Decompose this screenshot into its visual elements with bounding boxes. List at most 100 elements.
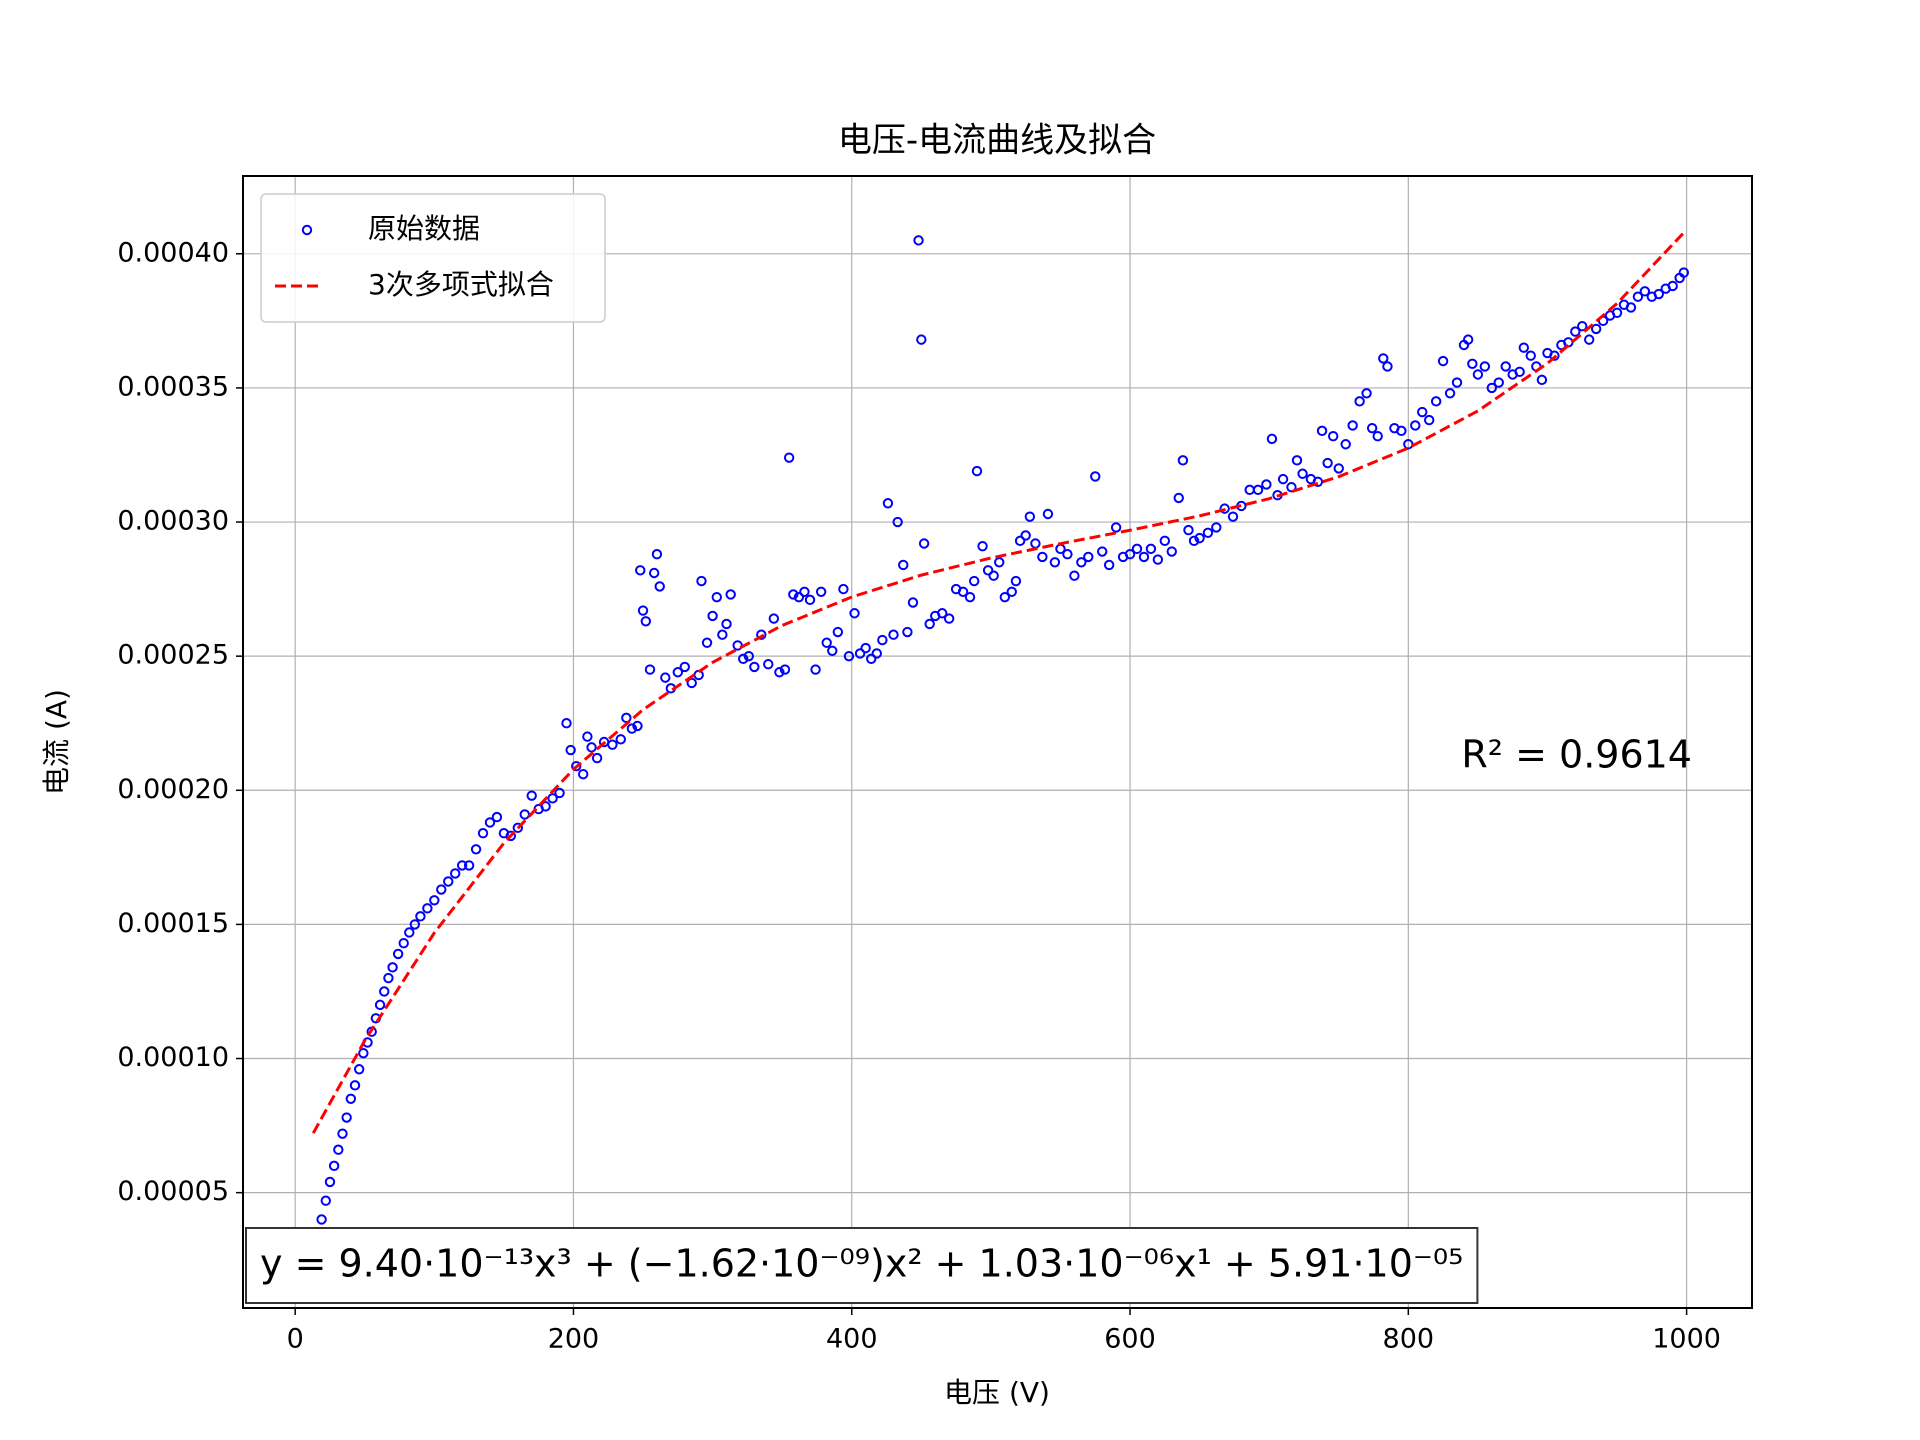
data-point [1322,457,1333,469]
x-tick-label: 200 [548,1324,600,1355]
data-point [1639,286,1651,297]
data-point [888,629,899,640]
data-point [409,919,421,930]
data-point [1570,326,1581,337]
data-point [615,734,626,745]
data-point [749,661,760,673]
data-point [526,790,537,801]
data-point [578,768,589,780]
data-point [774,667,785,678]
data-point [1183,524,1194,536]
data-point [1361,388,1372,399]
data-point [398,937,409,949]
data-point [320,1195,331,1206]
data-point [1062,549,1073,560]
data-point [871,648,882,659]
data-point [1354,396,1365,407]
data-point [353,1064,365,1075]
data-point [586,742,597,753]
data-point [1188,535,1200,547]
data-point [994,557,1005,568]
data-point [924,618,935,630]
data-point [968,575,980,587]
data-point [463,860,475,871]
data-point [1536,374,1548,386]
data-point [341,1112,352,1123]
data-point [316,1214,327,1225]
data-point [877,634,888,646]
data-point [783,452,795,463]
data-point [648,567,660,579]
data-point [345,1093,357,1104]
data-point [519,809,530,820]
data-point [1312,476,1324,488]
data-point [328,1160,340,1172]
data-point [1444,388,1456,399]
legend-label: 3次多项式拟合 [368,268,554,301]
y-tick-label: 0.00040 [117,237,229,268]
data-point [898,559,909,571]
data-point [547,793,558,804]
data-point [1467,358,1478,369]
data-point [1518,342,1530,353]
data-point [1472,369,1484,380]
data-point [607,739,618,750]
data-point [916,334,927,345]
data-point [392,948,404,960]
data-point [436,884,447,895]
data-point [793,591,805,603]
data-point [756,629,767,640]
data-point [379,986,390,997]
data-point [982,565,994,576]
data-point [640,616,652,627]
data-point [651,549,663,560]
data-point [892,516,903,528]
data-point [779,664,791,675]
plot-area [308,231,1690,1256]
data-point [1430,396,1442,407]
data-point [1423,414,1435,426]
data-point [1584,334,1595,345]
data-point [1090,471,1101,482]
data-point [1366,422,1378,434]
data-point [1410,420,1421,431]
data-point [632,720,643,732]
data-point [799,586,810,597]
data-point [1110,522,1122,533]
data-point [561,718,572,729]
y-tick-label: 0.00010 [117,1042,229,1073]
data-point [882,498,894,509]
data-point [902,626,913,638]
data-point [679,661,690,673]
chart-title: 电压-电流曲线及拟合 [838,121,1156,161]
data-point [358,1047,369,1059]
data-point [1514,366,1525,378]
data-point [686,677,697,689]
y-tick-label: 0.00005 [117,1176,229,1207]
data-point [977,540,988,552]
data-point [971,465,983,477]
data-point [1462,334,1474,345]
data-point [644,664,656,675]
data-point [591,752,603,764]
equation-box [245,1227,1479,1304]
data-point [1261,479,1272,490]
data-point [1549,350,1560,361]
x-axis-label: 电压 (V) [944,1376,1050,1409]
data-point [477,828,489,839]
data-point [1152,554,1164,565]
data-point [449,868,461,879]
axes-frame [242,175,1753,1309]
data-point [1020,530,1031,541]
data-point [1653,288,1664,300]
data-point [565,744,576,756]
data-point [660,672,671,683]
data-point [701,637,713,648]
data-point [1382,361,1393,372]
grid [243,176,1752,1308]
data-point [860,642,871,654]
data-point [1437,355,1449,367]
data-point [422,903,433,914]
data-point [1590,323,1602,335]
data-point [696,575,707,587]
